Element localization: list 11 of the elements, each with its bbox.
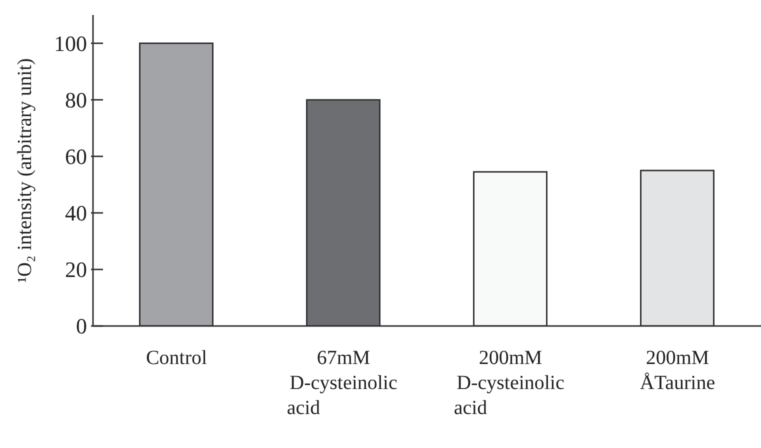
y-tick-label: 100 xyxy=(54,30,87,56)
y-tick-label: 40 xyxy=(65,200,87,226)
y-tick-label: 60 xyxy=(65,144,87,170)
y-axis-title: ¹O₂ intensity (arbitrary unit) xyxy=(14,58,36,283)
x-tick-label: Control xyxy=(146,347,208,369)
y-tick-label: 0 xyxy=(76,314,87,339)
x-tick-label: 67mM D-cysteinolic acid xyxy=(286,347,398,419)
y-tick-label: 80 xyxy=(65,88,87,113)
x-tick-label: 200mM D-cysteinolic acid xyxy=(454,347,564,419)
x-tick-label: 200mM ÅTaurine xyxy=(640,347,716,394)
y-tick-label: 20 xyxy=(65,257,87,282)
